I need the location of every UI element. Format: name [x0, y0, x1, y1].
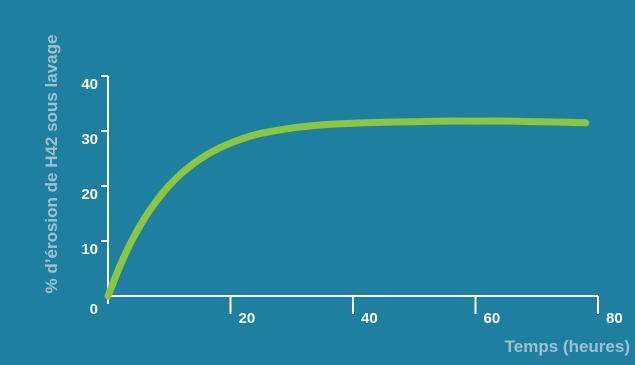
y-tick-label-10: 10	[81, 241, 98, 258]
y-tick-label-40: 40	[81, 76, 98, 93]
x-tick-label-60: 60	[484, 310, 501, 327]
axes-layer: 0 10 20 30 40 20 40 60 80	[81, 75, 623, 327]
labels-layer: Temps (heures) % d’érosion de H42 sous l…	[42, 35, 630, 356]
y-tick-label-0: 0	[90, 301, 98, 318]
y-tick-label-20: 20	[81, 186, 98, 203]
y-axis-title: % d’érosion de H42 sous lavage	[42, 35, 61, 294]
x-tick-label-20: 20	[239, 310, 256, 327]
series-line-0	[104, 117, 590, 300]
x-axis-title: Temps (heures)	[505, 337, 630, 356]
x-tick-label-80: 80	[606, 310, 623, 327]
x-tick-label-40: 40	[361, 310, 378, 327]
series-layer	[104, 117, 590, 300]
y-tick-label-30: 30	[81, 131, 98, 148]
